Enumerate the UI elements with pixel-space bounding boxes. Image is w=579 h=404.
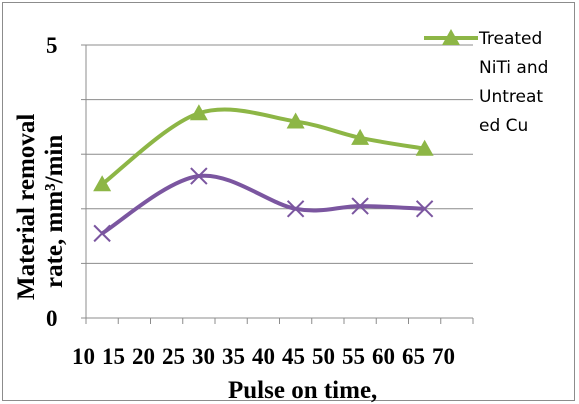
x-tick-label: 60 xyxy=(372,344,395,369)
x-tick-label: 25 xyxy=(162,344,185,369)
triangle-marker xyxy=(189,104,208,121)
x-marker xyxy=(190,167,208,185)
legend-label: Treated xyxy=(478,29,542,49)
legend: Treated NiTi and Untreat ed Cu xyxy=(424,29,548,136)
y-tick-label: 0 xyxy=(46,306,58,331)
x-tick-labels: 10 15 20 25 30 35 40 45 50 55 60 65 70 xyxy=(72,344,455,369)
x-tick-label: 50 xyxy=(312,344,335,369)
series-line xyxy=(100,107,425,186)
x-tick-label: 30 xyxy=(192,344,215,369)
x-tick-label: 20 xyxy=(132,344,155,369)
triangle-marker xyxy=(93,175,112,192)
legend-label: ed Cu xyxy=(479,116,528,136)
triangle-marker xyxy=(415,139,434,156)
x-tick-label: 70 xyxy=(432,344,455,369)
series-1 xyxy=(93,104,434,192)
y-tick-labels: 05 xyxy=(46,33,58,331)
x-marker xyxy=(415,200,434,218)
x-axis-label: Pulse on time, xyxy=(228,377,377,404)
x-tick-label: 35 xyxy=(222,344,245,369)
gridlines xyxy=(86,44,473,264)
chart-frame xyxy=(2,2,575,401)
legend-label: Untreat xyxy=(479,87,543,107)
x-tick-label: 15 xyxy=(102,344,125,369)
x-tick-label: 55 xyxy=(342,344,365,369)
y-axis-label-line2: rate, mm³/min xyxy=(41,135,68,288)
x-tick-label: 65 xyxy=(402,344,425,369)
x-tick-label: 40 xyxy=(252,344,275,369)
triangle-marker xyxy=(351,128,370,145)
x-tick-label: 45 xyxy=(282,344,305,369)
x-marker xyxy=(351,197,369,215)
triangle-marker xyxy=(442,29,460,45)
series-line xyxy=(101,173,425,236)
x-marker xyxy=(93,224,111,243)
axes xyxy=(81,44,474,324)
y-tick-label: 5 xyxy=(46,33,58,58)
triangle-marker xyxy=(286,112,305,129)
legend-label: NiTi and xyxy=(479,58,548,78)
series-lines xyxy=(93,104,434,243)
x-marker xyxy=(286,200,305,218)
series-2 xyxy=(93,167,434,243)
x-tick-label: 10 xyxy=(72,344,95,369)
y-axis-label-line1: Material removal xyxy=(13,114,40,300)
